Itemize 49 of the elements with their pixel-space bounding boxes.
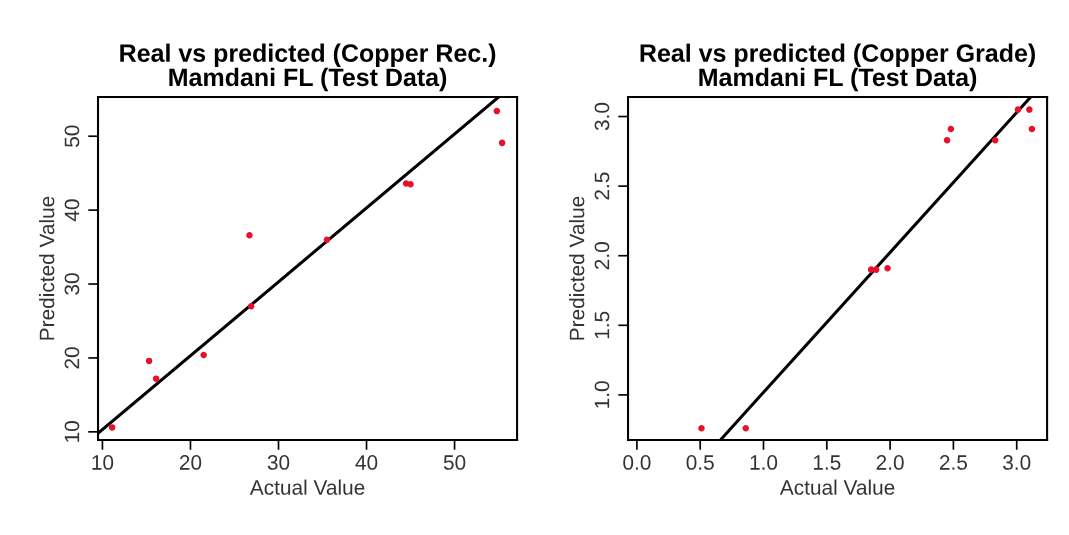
- y-axis-title: Predicted Value: [39, 196, 55, 340]
- chart-title: Real vs predicted (Copper Rec.) Mamdani FL (Test Data): [120, 43, 496, 92]
- point: [872, 266, 880, 273]
- x-tick-label: 50: [443, 455, 466, 470]
- point: [884, 264, 891, 272]
- y-tick-label: 1.5: [594, 311, 610, 339]
- chart-title: Real vs predicted (Copper Grade) Mamdani FL (Test Data): [640, 43, 1035, 92]
- x-tick-label: 3.0: [1003, 455, 1031, 470]
- point: [742, 425, 750, 432]
- x-tick-label: 10: [92, 455, 114, 470]
- x-tick-label: 40: [355, 455, 378, 470]
- point: [1026, 106, 1033, 113]
- x-tick-label: 20: [179, 455, 202, 470]
- x-tick-label: 2.0: [876, 455, 904, 470]
- point: [1014, 106, 1022, 113]
- y-tick-label: 1.0: [594, 381, 610, 408]
- point: [247, 302, 255, 310]
- point: [698, 425, 705, 432]
- y-tick-label: 20: [64, 347, 80, 369]
- x-tick-label: 0.0: [623, 455, 651, 470]
- point: [947, 125, 955, 133]
- x-tick-label: 1.0: [750, 455, 778, 470]
- y-axis-title: Predicted Value: [569, 196, 585, 340]
- x-tick-label: 30: [267, 455, 290, 470]
- y-tick-label: 10: [64, 421, 80, 442]
- x-axis-title: Actual Value: [779, 479, 895, 495]
- point: [867, 266, 875, 273]
- point: [943, 136, 951, 144]
- y-tick-label: 3.0: [594, 102, 610, 131]
- point: [493, 107, 501, 115]
- x-tick-label: 2.5: [939, 455, 968, 470]
- y-tick-label: 40: [64, 199, 80, 222]
- x-axis-title: Actual Value: [249, 479, 365, 495]
- x-tick-label: 0.5: [686, 455, 714, 470]
- y-tick-label: 2.0: [594, 242, 610, 270]
- point: [991, 136, 999, 144]
- point: [152, 375, 160, 382]
- y-tick-label: 50: [64, 125, 80, 147]
- point: [200, 351, 207, 359]
- point: [145, 357, 153, 365]
- point: [108, 424, 116, 431]
- point: [498, 139, 506, 147]
- y-tick-label: 30: [64, 273, 80, 295]
- point: [407, 181, 414, 188]
- y-tick-label: 2.5: [594, 172, 610, 200]
- point: [1028, 125, 1036, 133]
- point: [246, 232, 253, 239]
- x-tick-label: 1.5: [813, 455, 841, 470]
- point: [323, 236, 331, 243]
